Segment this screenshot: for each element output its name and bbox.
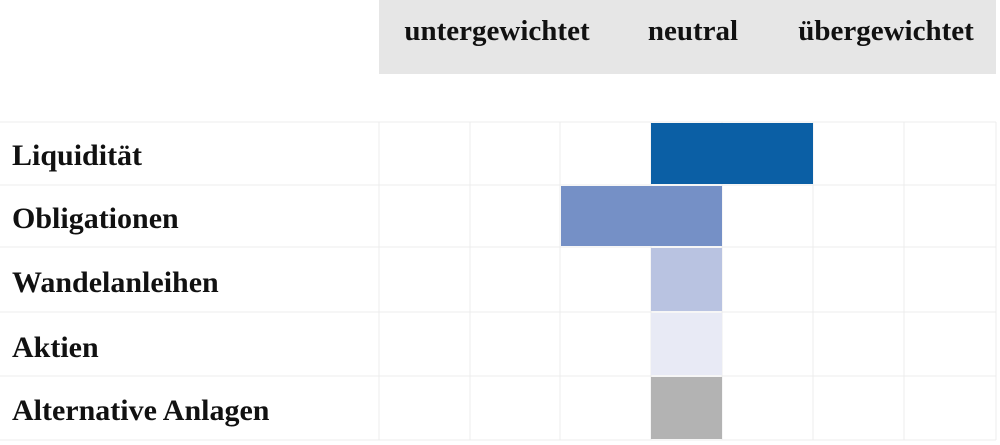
grid [0, 121, 997, 441]
bar-wandelanleihen [651, 248, 722, 311]
row-label-wandelanleihen: Wandelanleihen [12, 266, 219, 299]
header-label-untergewichtet: untergewichtet [404, 15, 590, 47]
row-label-aktien: Aktien [12, 331, 99, 364]
bar-obligationen [561, 186, 722, 246]
row-label-obligationen: Obligationen [12, 202, 179, 235]
header-label-uebergewichtet: übergewichtet [798, 15, 974, 47]
row-label-liquiditaet: Liquidität [12, 139, 142, 172]
header-band [379, 0, 996, 74]
bars [561, 123, 813, 439]
bar-liquidität [651, 123, 813, 184]
bar-aktien [651, 313, 722, 375]
row-label-alternative-anlagen: Alternative Anlagen [12, 394, 270, 427]
header-label-neutral: neutral [648, 15, 738, 47]
bar-alternative-anlagen [651, 377, 722, 439]
